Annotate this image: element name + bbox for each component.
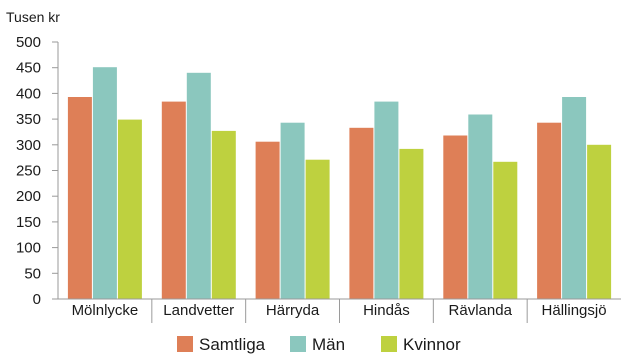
y-tick-label: 100	[16, 240, 41, 257]
bar-samtliga-5	[537, 122, 562, 299]
x-category-label: Hällingsjö	[542, 302, 607, 319]
y-tick-label: 450	[16, 60, 41, 77]
bar-män-2	[280, 122, 305, 299]
x-category-label: Landvetter	[163, 302, 234, 319]
legend-swatch-samtliga	[177, 336, 193, 352]
y-tick-label: 0	[33, 291, 41, 308]
bar-samtliga-2	[255, 141, 280, 299]
bar-män-4	[468, 114, 493, 299]
x-category-label: Rävlanda	[449, 302, 513, 319]
y-tick-label: 150	[16, 214, 41, 231]
y-axis-unit-label: Tusen kr	[6, 9, 60, 25]
bar-samtliga-4	[443, 135, 468, 299]
y-tick-label: 400	[16, 85, 41, 102]
bar-män-5	[562, 97, 587, 299]
bar-kvinnor-2	[305, 159, 330, 299]
x-category-label: Mölnlycke	[72, 302, 139, 319]
bar-män-1	[186, 72, 211, 299]
legend: Samtliga Män Kvinnor	[177, 335, 461, 354]
y-tick-label: 350	[16, 111, 41, 128]
x-axis-labels: Mölnlycke Landvetter Härryda Hindås Rävlanda…	[72, 302, 607, 319]
bar-samtliga-3	[349, 127, 374, 299]
bar-kvinnor-4	[493, 161, 518, 299]
bar-kvinnor-0	[117, 119, 142, 299]
bar-män-3	[374, 101, 399, 299]
bar-samtliga-1	[161, 101, 186, 299]
y-tick-label: 500	[16, 34, 41, 51]
x-category-label: Hindås	[363, 302, 410, 319]
y-tick-label: 200	[16, 188, 41, 205]
bars	[67, 67, 612, 299]
y-tick-label: 300	[16, 137, 41, 154]
legend-label-samtliga: Samtliga	[199, 335, 266, 354]
bar-kvinnor-3	[399, 148, 424, 299]
legend-swatch-kvinnor	[381, 336, 397, 352]
bar-kvinnor-5	[587, 144, 612, 299]
legend-label-kvinnor: Kvinnor	[403, 335, 461, 354]
bar-män-0	[92, 67, 117, 299]
bar-samtliga-0	[67, 97, 92, 299]
x-axis-ticks	[151, 299, 528, 323]
bar-kvinnor-1	[211, 130, 236, 299]
y-tick-label: 50	[24, 265, 41, 282]
legend-label-män: Män	[312, 335, 345, 354]
y-tick-label: 250	[16, 163, 41, 180]
x-category-label: Härryda	[266, 302, 320, 319]
legend-swatch-män	[290, 336, 306, 352]
y-axis-ticks: 0 50 100 150 200 250 300 350 400 450 500	[16, 34, 58, 308]
